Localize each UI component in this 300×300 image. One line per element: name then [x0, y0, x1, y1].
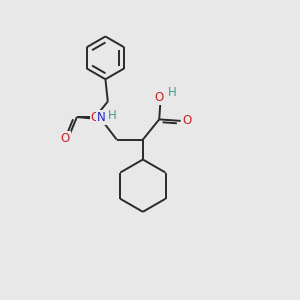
Text: H: H	[108, 109, 117, 122]
Text: H: H	[168, 86, 176, 99]
Text: O: O	[60, 132, 70, 145]
Text: O: O	[182, 114, 192, 128]
Text: O: O	[91, 110, 100, 124]
Text: O: O	[154, 91, 164, 104]
Text: N: N	[97, 111, 106, 124]
